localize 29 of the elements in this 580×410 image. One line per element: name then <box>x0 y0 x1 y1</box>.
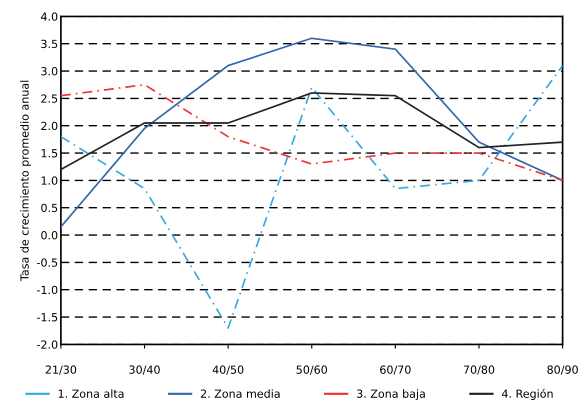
y-tick-label: -0.5 <box>36 258 58 267</box>
x-tick-label: 50/60 <box>296 365 328 375</box>
y-tick-label: 0.5 <box>41 204 58 212</box>
line-series <box>60 64 563 329</box>
y-tick-label: 2.5 <box>41 94 58 103</box>
y-tick-label: 3.0 <box>41 67 58 76</box>
x-tick-label: 40/50 <box>212 365 244 375</box>
legend-label: 4. Región <box>502 388 553 400</box>
y-tick-label: 4.0 <box>40 12 58 21</box>
y-tick-label: -1.0 <box>36 286 58 294</box>
y-tick-label: -2.0 <box>36 340 58 349</box>
y-tick-label: 1.0 <box>42 176 58 185</box>
x-tick-label: 80/90 <box>547 365 578 375</box>
x-tick-label: 30/40 <box>129 365 160 375</box>
y-tick-label: 3.5 <box>41 40 58 48</box>
y-tick-label: 0.0 <box>41 231 58 240</box>
y-axis-title: Tasa de crecimiento promedio anual <box>20 80 31 282</box>
x-tick-label: 60/70 <box>380 365 411 375</box>
legend-label: 1. Zona alta <box>58 389 124 398</box>
line-series <box>60 37 563 228</box>
x-tick-label: 70/80 <box>464 365 494 375</box>
line-series <box>60 84 563 182</box>
x-tick-label: 21/30 <box>46 365 76 375</box>
line-series <box>60 92 563 170</box>
legend-label: 3. Zona baja <box>357 389 425 400</box>
y-tick-label: 2.0 <box>41 122 58 130</box>
legend-label: 2. Zona media <box>200 389 280 398</box>
y-tick-label: -1.5 <box>36 313 58 322</box>
y-tick-label: 1.5 <box>42 149 58 158</box>
